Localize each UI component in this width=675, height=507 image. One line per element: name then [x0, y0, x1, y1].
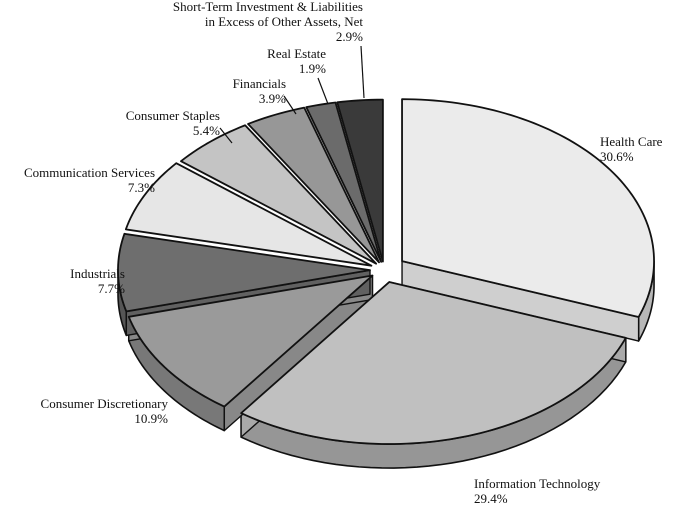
pie-slice-6 [247, 106, 380, 264]
slice-value-label: 2.9% [336, 29, 363, 44]
leader-line-6 [283, 95, 297, 115]
slice-label-1: Information Technology 29.4% [474, 476, 601, 506]
slice-labels: Health Care 30.6% Information Technology 29… [24, 0, 663, 506]
pie-slice-7 [305, 101, 383, 263]
slice-label-0: Health Care 30.6% [600, 134, 663, 164]
pie-slice-2 [127, 274, 374, 408]
slice-name-label: Industrials [70, 266, 125, 281]
pie-top-layer [117, 98, 655, 445]
pie-slice-3 [117, 232, 371, 313]
slice-name-label: in Excess of Other Assets, Net [205, 14, 364, 29]
pie-slice-0 [401, 98, 655, 318]
slice-name-label: Consumer Staples [126, 108, 220, 123]
slice-value-label: 1.9% [299, 61, 326, 76]
slice-name-label: Consumer Discretionary [41, 396, 169, 411]
slice-name-label: Real Estate [267, 46, 326, 61]
slice-label-6: Financials 3.9% [233, 76, 287, 106]
pie-slice-4 [124, 162, 373, 267]
slice-name-label: Short-Term Investment & Liabilities [173, 0, 363, 14]
slice-value-label: 3.9% [259, 91, 286, 106]
slice-label-5: Consumer Staples 5.4% [126, 108, 220, 138]
slice-name-label: Information Technology [474, 476, 601, 491]
leader-lines [219, 45, 365, 144]
slice-value-label: 7.3% [128, 180, 155, 195]
pie-slice-1 [240, 281, 627, 445]
slice-value-label: 29.4% [474, 491, 508, 506]
slice-name-label: Health Care [600, 134, 663, 149]
slice-label-2: Consumer Discretionary 10.9% [41, 396, 169, 426]
slice-label-3: Industrials 7.7% [70, 266, 125, 296]
slice-value-label: 7.7% [98, 281, 125, 296]
pie-slice-5 [180, 124, 378, 265]
slice-name-label: Financials [233, 76, 286, 91]
slice-value-label: 10.9% [134, 411, 168, 426]
slice-value-label: 5.4% [193, 123, 220, 138]
slice-label-8: Short-Term Investment & Liabilities in Ex… [173, 0, 363, 44]
slice-name-label: Communication Services [24, 165, 155, 180]
leader-line-5 [219, 127, 233, 144]
pie-slice-8 [336, 98, 384, 263]
leader-line-8 [360, 45, 365, 99]
slice-label-4: Communication Services 7.3% [24, 165, 155, 195]
leader-line-7 [317, 77, 329, 105]
slice-value-label: 30.6% [600, 149, 634, 164]
slice-label-7: Real Estate 1.9% [267, 46, 326, 76]
